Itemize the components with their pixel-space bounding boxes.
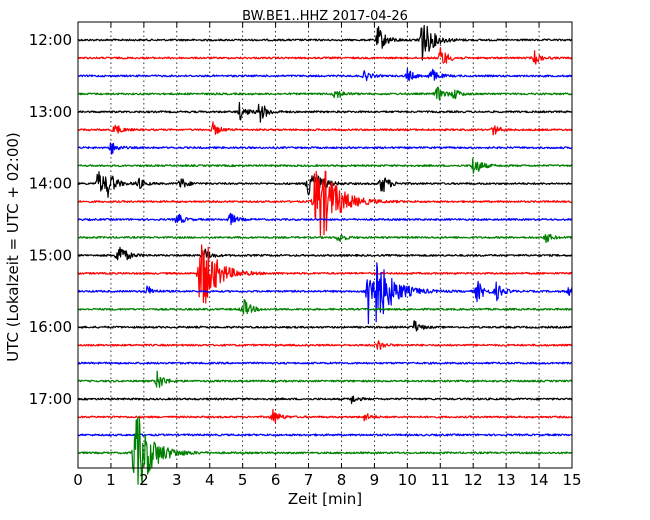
trace-line <box>77 395 573 405</box>
x-tick-label: 15 <box>562 471 581 489</box>
y-tick-label: 12:00 <box>29 31 72 49</box>
trace-line <box>77 299 573 315</box>
x-tick-label: 5 <box>238 471 248 489</box>
x-tick-label: 13 <box>497 471 516 489</box>
x-tick-label: 9 <box>370 471 380 489</box>
trace-line <box>77 212 573 226</box>
x-tick-label: 7 <box>304 471 314 489</box>
trace-line <box>77 24 573 61</box>
x-tick-label: 1 <box>106 471 116 489</box>
trace-line <box>77 340 573 350</box>
x-tick-label: 0 <box>73 471 83 489</box>
y-tick-label: 14:00 <box>29 175 72 193</box>
trace-line <box>77 320 573 332</box>
y-axis-label: UTC (Lokalzeit = UTC + 02:00) <box>4 132 22 362</box>
x-tick-label: 11 <box>431 471 450 489</box>
trace-line <box>77 262 573 325</box>
x-tick-label: 8 <box>337 471 347 489</box>
x-tick-label: 3 <box>172 471 182 489</box>
seismic-traces <box>77 24 573 485</box>
trace-line <box>77 408 573 424</box>
trace-line <box>77 157 573 174</box>
trace-line <box>77 86 573 101</box>
trace-line <box>77 244 573 304</box>
trace-line <box>77 170 572 236</box>
y-tick-label: 17:00 <box>29 390 72 408</box>
x-tick-label: 12 <box>464 471 483 489</box>
x-tick-label: 6 <box>271 471 281 489</box>
trace-line <box>77 416 572 485</box>
trace-line <box>77 361 572 365</box>
trace-line <box>77 121 573 136</box>
trace-line <box>77 246 573 261</box>
y-tick-label: 13:00 <box>29 103 72 121</box>
y-axis-ticks: 12:00 13:00 14:00 15:00 16:00 17:00 <box>29 31 572 408</box>
trace-line <box>77 370 573 388</box>
trace-line <box>77 101 573 123</box>
chart-title: BW.BE1..HHZ 2017-04-26 <box>242 9 408 24</box>
y-tick-label: 16:00 <box>29 318 72 336</box>
x-tick-label: 14 <box>530 471 549 489</box>
x-axis-label: Zeit [min] <box>288 490 362 508</box>
x-tick-label: 10 <box>398 471 417 489</box>
x-tick-label: 2 <box>139 471 149 489</box>
trace-line <box>77 233 572 244</box>
trace-line <box>77 142 572 155</box>
plot-frame <box>77 21 573 469</box>
x-tick-label: 4 <box>205 471 215 489</box>
y-tick-label: 15:00 <box>29 246 72 264</box>
trace-line <box>77 68 573 82</box>
trace-line <box>77 47 573 65</box>
trace-line <box>77 433 573 437</box>
x-axis-ticks: 0 1 2 3 4 5 6 7 8 9 10 11 12 13 14 15 <box>73 22 582 489</box>
